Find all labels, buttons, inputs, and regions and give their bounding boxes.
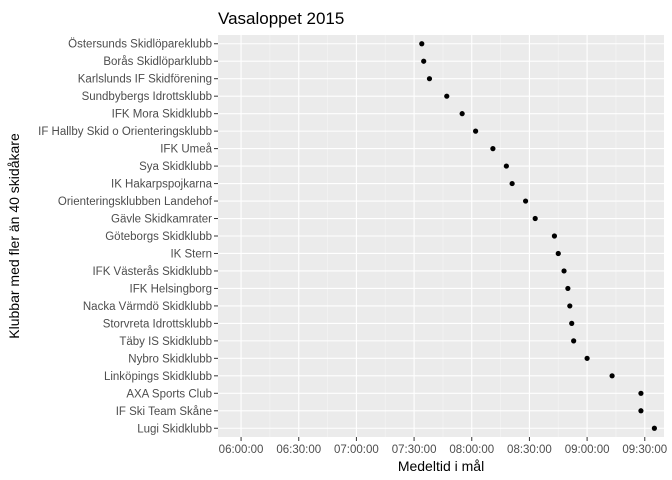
- y-tick-label: Karlslunds IF Skidförening: [78, 74, 212, 86]
- data-point: [444, 93, 450, 99]
- x-tick-label: 06:30:00: [276, 444, 321, 456]
- y-tick-label: Sundbybergs Idrottsklubb: [82, 91, 212, 103]
- data-point: [509, 180, 515, 187]
- x-axis-title: Medeltid i mål: [398, 458, 484, 474]
- y-tick-label: Göteborgs Skidklubb: [105, 231, 212, 243]
- x-tick-label: 06:00:00: [219, 444, 264, 456]
- data-point: [569, 320, 575, 326]
- y-tick-label: IF Hallby Skid o Orienteringsklubb: [38, 126, 212, 138]
- data-point: [571, 338, 577, 344]
- data-point: [551, 233, 558, 239]
- data-point: [638, 390, 644, 396]
- y-tick-label: Orienteringsklubben Landehof: [58, 196, 213, 208]
- y-tick-label: Borås Skidlöparklubb: [103, 56, 212, 68]
- y-tick-label: Lugi Skidklubb: [137, 423, 212, 435]
- data-point: [421, 58, 427, 64]
- data-point: [555, 250, 561, 257]
- x-tick-label: 08:30:00: [507, 444, 552, 456]
- y-axis-title: Klubbar med fler än 40 skidåkare: [6, 133, 22, 339]
- data-point: [419, 41, 425, 47]
- data-point: [426, 76, 433, 82]
- y-tick-label: Sya Skidklubb: [139, 161, 212, 173]
- data-point: [473, 128, 479, 134]
- data-point: [532, 215, 538, 222]
- x-axis-tick-labels: 06:00:00 06:30:00 07:00:00 07:30:00 08:00:00…: [219, 437, 667, 456]
- y-tick-label: Östersunds Skidlöpareklubb: [68, 39, 212, 51]
- data-point: [651, 425, 657, 431]
- y-tick-label: IFK Helsingborg: [130, 283, 212, 295]
- y-axis-tick-labels: Östersunds Skidlöpareklubb Borås Skidlöpa…: [38, 39, 218, 435]
- y-tick-label: Linköpings Skidklubb: [104, 371, 212, 383]
- data-point: [584, 355, 590, 361]
- y-tick-label: IK Hakarpspojkarna: [111, 179, 213, 191]
- data-point: [565, 285, 571, 292]
- data-point: [609, 373, 615, 379]
- data-point: [503, 163, 509, 169]
- data-point: [522, 198, 529, 204]
- x-tick-label: 09:00:00: [565, 444, 610, 456]
- y-tick-label: IFK Mora Skidklubb: [112, 109, 212, 121]
- grid-lines: [218, 35, 664, 437]
- data-point: [459, 111, 465, 117]
- x-tick-label: 07:30:00: [392, 444, 437, 456]
- x-tick-label: 08:00:00: [449, 444, 494, 456]
- x-tick-label: 07:00:00: [334, 444, 379, 456]
- y-tick-label: Storvreta Idrottsklubb: [103, 318, 212, 330]
- y-tick-label: Gävle Skidkamrater: [111, 214, 212, 226]
- data-point: [638, 408, 644, 414]
- y-tick-label: IF Ski Team Skåne: [116, 406, 212, 418]
- y-tick-label: IFK Umeå: [160, 144, 212, 156]
- data-points: [419, 41, 657, 431]
- x-tick-label: 09:30:00: [622, 444, 667, 456]
- data-point: [561, 268, 567, 274]
- y-tick-label: IFK Västerås Skidklubb: [92, 266, 212, 278]
- y-tick-label: Nybro Skidklubb: [128, 353, 212, 365]
- y-tick-label: Täby IS Skidklubb: [119, 336, 212, 348]
- y-tick-label: Nacka Värmdö Skidklubb: [83, 301, 212, 313]
- y-tick-label: AXA Sports Club: [126, 388, 212, 400]
- data-point: [490, 146, 496, 152]
- data-point: [567, 303, 573, 309]
- chart-title: Vasaloppet 2015: [218, 9, 344, 28]
- y-tick-label: IK Stern: [170, 248, 212, 260]
